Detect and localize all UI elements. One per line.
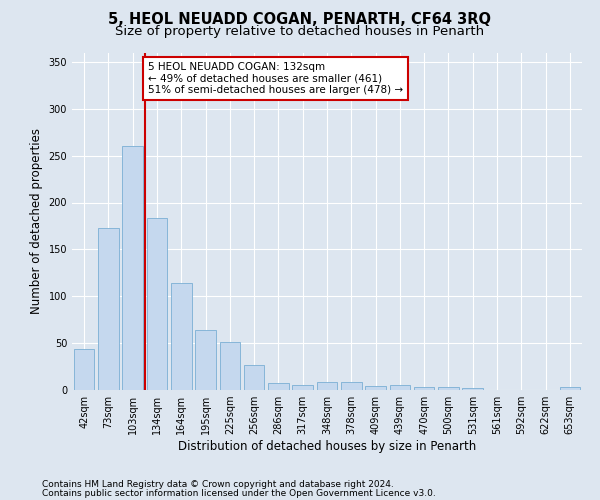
Bar — [74, 349, 94, 390]
Text: Contains HM Land Registry data © Crown copyright and database right 2024.: Contains HM Land Registry data © Crown c… — [42, 480, 394, 489]
Bar — [414, 387, 434, 390]
Bar — [244, 364, 265, 390]
Bar — [292, 386, 313, 390]
Text: 5 HEOL NEUADD COGAN: 132sqm
← 49% of detached houses are smaller (461)
51% of se: 5 HEOL NEUADD COGAN: 132sqm ← 49% of det… — [148, 62, 403, 95]
Bar — [438, 387, 459, 390]
X-axis label: Distribution of detached houses by size in Penarth: Distribution of detached houses by size … — [178, 440, 476, 453]
Bar — [463, 388, 483, 390]
Bar — [317, 382, 337, 390]
Bar — [389, 386, 410, 390]
Text: Size of property relative to detached houses in Penarth: Size of property relative to detached ho… — [115, 25, 485, 38]
Bar — [146, 218, 167, 390]
Bar — [171, 283, 191, 390]
Bar — [122, 146, 143, 390]
Y-axis label: Number of detached properties: Number of detached properties — [30, 128, 43, 314]
Bar — [268, 382, 289, 390]
Bar — [560, 387, 580, 390]
Bar — [195, 330, 216, 390]
Text: Contains public sector information licensed under the Open Government Licence v3: Contains public sector information licen… — [42, 488, 436, 498]
Bar — [98, 228, 119, 390]
Bar — [341, 382, 362, 390]
Bar — [365, 386, 386, 390]
Bar — [220, 342, 240, 390]
Text: 5, HEOL NEUADD COGAN, PENARTH, CF64 3RQ: 5, HEOL NEUADD COGAN, PENARTH, CF64 3RQ — [109, 12, 491, 28]
